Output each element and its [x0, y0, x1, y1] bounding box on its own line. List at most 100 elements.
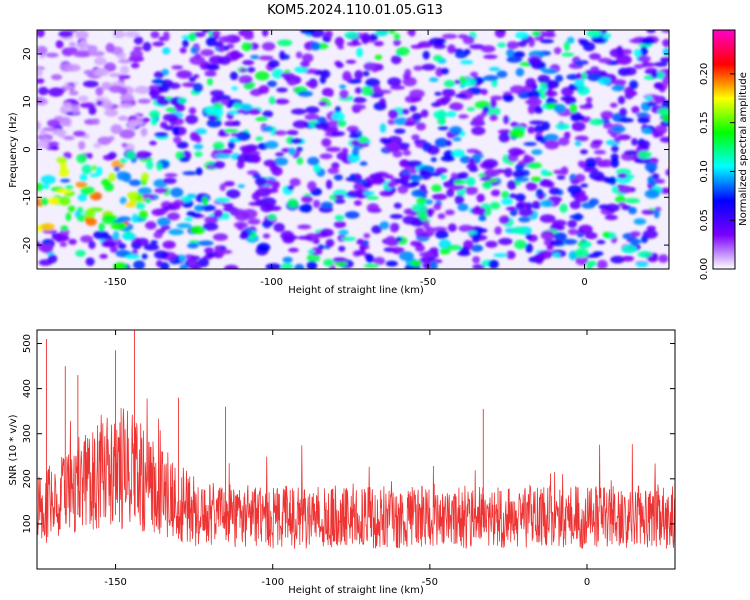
heatmap-cell [388, 109, 399, 119]
heatmap-cell [540, 230, 555, 241]
heatmap-cell [385, 260, 398, 267]
heatmap-cell [506, 41, 519, 50]
heatmap-cell [152, 41, 165, 47]
heatmap-cell [307, 181, 317, 191]
heatmap-cell [310, 41, 321, 51]
heatmap-cell [393, 202, 402, 209]
heatmap-cell [204, 247, 214, 255]
heatmap-cell [445, 140, 452, 147]
heatmap-cell [366, 203, 380, 213]
heatmap-cell [498, 237, 513, 246]
heatmap-cell [445, 209, 455, 216]
heatmap-cell [37, 182, 44, 192]
heatmap-cell [307, 156, 320, 166]
heatmap-cell [392, 150, 403, 158]
heatmap-cell [112, 30, 125, 39]
heatmap-cell [145, 221, 157, 230]
heatmap-cell [359, 244, 366, 252]
heatmap-cell [97, 136, 112, 145]
heatmap-cell [352, 147, 359, 157]
heatmap-cell [662, 48, 669, 56]
heatmap-cell [472, 264, 486, 269]
heatmap-cell [189, 131, 200, 142]
heatmap-cell [339, 89, 349, 100]
heatmap-cell [419, 251, 435, 258]
heatmap-cell [38, 86, 49, 96]
heatmap-cell [176, 141, 189, 149]
heatmap-cell [162, 31, 170, 42]
heatmap-cell [411, 189, 425, 198]
heatmap-cell [349, 133, 363, 139]
heatmap-cell [459, 155, 472, 164]
heatmap-cell [230, 50, 241, 61]
heatmap-cell [94, 57, 107, 66]
heatmap-cell [577, 85, 590, 96]
heatmap-cell [470, 244, 484, 252]
heatmap-cell [451, 149, 466, 158]
heatmap-cell [210, 90, 225, 97]
heatmap-cell [39, 129, 46, 136]
heatmap-cell [485, 106, 501, 117]
heatmap-cell [255, 136, 264, 141]
heatmap-cell [133, 36, 144, 45]
heatmap-cell [140, 127, 148, 137]
heatmap-cell [363, 233, 371, 239]
heatmap-cell [619, 107, 627, 117]
heatmap-cell [252, 173, 261, 179]
heatmap-cell [236, 154, 250, 163]
heatmap-cell [437, 213, 446, 220]
heatmap-cell [567, 228, 579, 235]
heatmap-cell [494, 226, 502, 235]
heatmap-cell [427, 145, 440, 155]
heatmap-cell [639, 140, 651, 149]
heatmap-cell [156, 161, 163, 171]
heatmap-cell [386, 239, 399, 247]
heatmap-cell [104, 182, 114, 192]
heatmap-cell [592, 251, 604, 256]
heatmap-cell [177, 97, 187, 104]
heatmap-cell [592, 37, 606, 44]
heatmap-cell [578, 104, 593, 110]
heatmap-cell [300, 30, 315, 35]
heatmap-cell [484, 169, 500, 178]
heatmap-cell [133, 46, 144, 51]
heatmap-cell [59, 167, 70, 178]
heatmap-cell [508, 193, 517, 199]
heatmap-cell [128, 179, 142, 187]
heatmap-cell [261, 221, 274, 227]
heatmap-cell [580, 183, 589, 188]
heatmap-cell [589, 171, 605, 180]
heatmap-cell [135, 150, 151, 160]
heatmap-cell [121, 232, 136, 241]
heatmap-cell [170, 187, 184, 198]
heatmap-cell [629, 38, 645, 44]
heatmap-cell [206, 118, 222, 128]
heatmap-cell [488, 259, 499, 269]
heatmap-cell [173, 126, 180, 136]
heatmap-cell [297, 224, 312, 230]
heatmap-cell [616, 184, 626, 189]
heatmap-cell [143, 243, 160, 251]
heatmap-cell [200, 49, 215, 57]
heatmap-cell [443, 79, 456, 88]
heatmap-cell [358, 136, 369, 144]
heatmap-cell [268, 96, 276, 105]
heatmap-cell [603, 177, 617, 184]
heatmap-cell [585, 161, 597, 169]
heatmap-cell [458, 224, 474, 232]
heatmap-cell [594, 156, 602, 163]
heatmap-cell [454, 179, 466, 185]
heatmap-cell [160, 261, 170, 269]
heatmap-cell [135, 237, 149, 246]
heatmap-cell [488, 66, 501, 72]
heatmap-cell [497, 30, 506, 33]
heatmap-cell [61, 84, 75, 90]
heatmap-cell [411, 112, 423, 120]
heatmap-cell [162, 113, 179, 122]
heatmap-cell [359, 161, 368, 166]
heatmap-cell [241, 42, 252, 52]
colorbar-tick-label: 0.05 [699, 209, 710, 231]
heatmap-cell [498, 132, 510, 143]
heatmap-cell [88, 240, 96, 250]
heatmap-cell [274, 157, 289, 166]
